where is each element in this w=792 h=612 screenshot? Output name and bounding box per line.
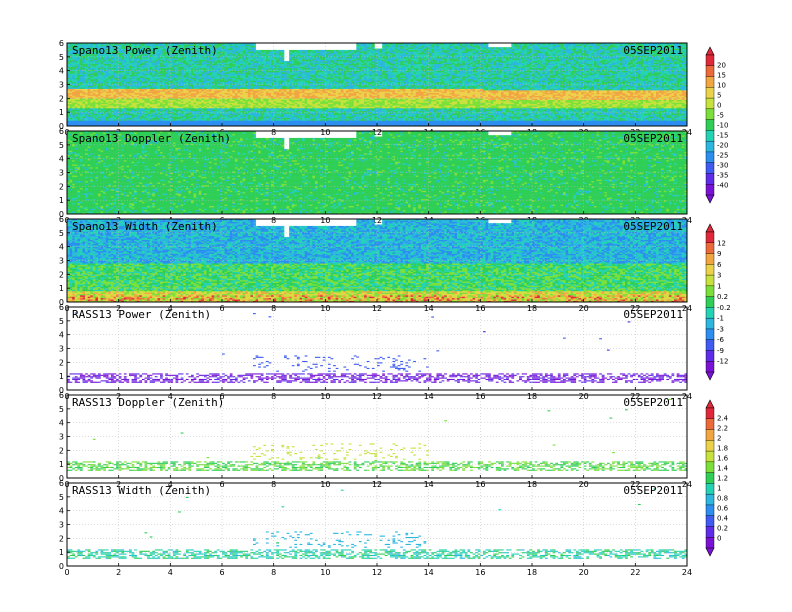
heatmap-cell bbox=[266, 50, 269, 52]
heatmap-cell bbox=[263, 50, 266, 52]
heatmap-cell bbox=[269, 50, 272, 52]
heatmap-cell bbox=[281, 50, 284, 52]
heatmap-cell bbox=[274, 50, 277, 52]
heatmap-cell bbox=[261, 50, 264, 52]
heatmap-cell bbox=[258, 50, 261, 52]
heatmap-cell bbox=[276, 50, 279, 52]
heatmap-cell bbox=[256, 50, 259, 52]
heatmap-cell bbox=[271, 50, 274, 52]
heatmap-cell bbox=[279, 50, 282, 52]
